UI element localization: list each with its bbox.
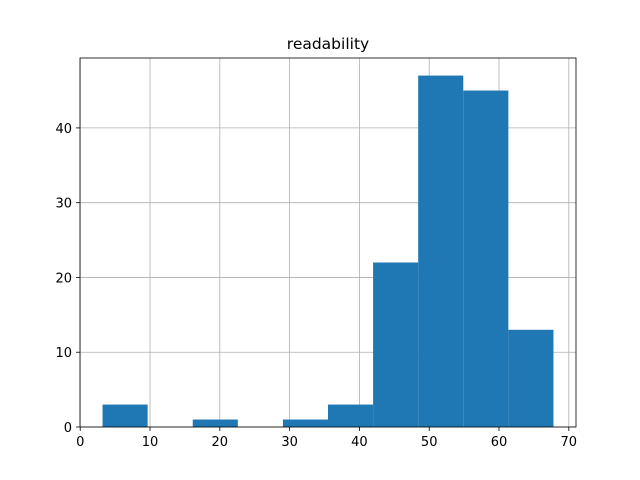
- y-tick-label: 10: [55, 346, 72, 361]
- axes-frame: [79, 57, 577, 428]
- x-tick-label: 0: [76, 435, 84, 450]
- bar: [373, 262, 419, 427]
- bar: [192, 419, 238, 427]
- bar: [328, 404, 374, 427]
- bar: [463, 90, 509, 428]
- x-tick-label: 60: [491, 435, 508, 450]
- y-tick-label: 30: [55, 197, 72, 212]
- y-tick-label: 20: [55, 271, 72, 286]
- x-tick-label: 50: [421, 435, 438, 450]
- x-tick-label: 20: [212, 435, 229, 450]
- x-tick-label: 40: [351, 435, 368, 450]
- y-tick-label: 40: [55, 122, 72, 137]
- y-tick-label: 0: [64, 421, 72, 436]
- x-tick-label: 70: [561, 435, 578, 450]
- bar: [282, 419, 328, 427]
- chart-title: readability: [287, 35, 369, 53]
- bar: [418, 75, 464, 428]
- x-tick-label: 10: [142, 435, 159, 450]
- plot-area: [79, 58, 576, 428]
- bar: [508, 329, 554, 427]
- bar: [102, 404, 148, 427]
- x-tick-label: 30: [281, 435, 298, 450]
